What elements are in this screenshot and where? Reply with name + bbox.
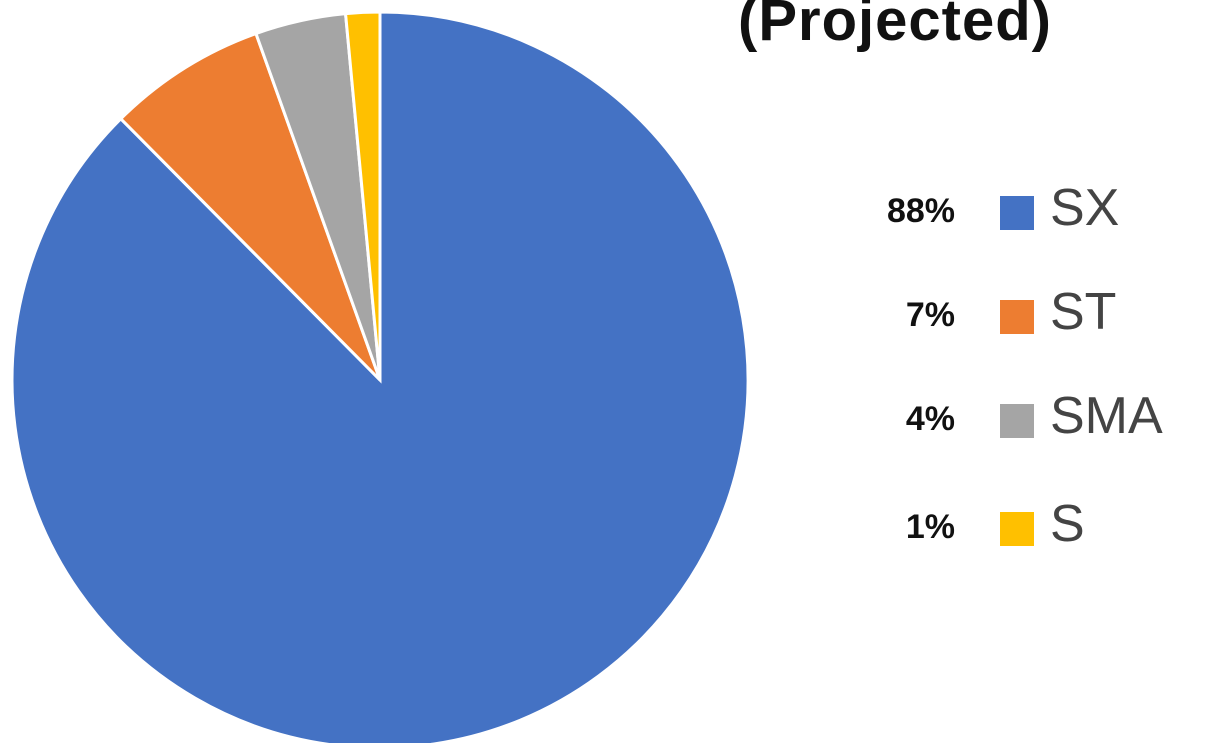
legend-percent: 7% — [905, 296, 955, 334]
legend-swatch — [1000, 404, 1034, 438]
legend-item-sx: 88% SX — [860, 180, 1205, 240]
pie-slice-st — [118, 31, 382, 382]
legend-item-st: 7% ST — [860, 284, 1205, 344]
legend-item-s: 1% S — [860, 496, 1205, 556]
legend-item-sma: 4% SMA — [860, 388, 1205, 448]
legend-swatch — [1000, 196, 1034, 230]
legend-crop-mask — [855, 548, 1206, 743]
legend-swatch — [1000, 512, 1034, 546]
legend-percent: 4% — [905, 400, 955, 438]
legend-percent: 88% — [886, 192, 955, 230]
legend-label: SX — [1050, 179, 1120, 237]
legend-label: S — [1050, 495, 1085, 553]
legend-label: SMA — [1050, 387, 1163, 445]
legend-swatch — [1000, 300, 1034, 334]
legend-percent: 1% — [905, 508, 955, 546]
chart-title: (Projected) — [738, 0, 1052, 53]
pie-slice-s — [343, 10, 382, 381]
legend-label: ST — [1050, 283, 1117, 341]
